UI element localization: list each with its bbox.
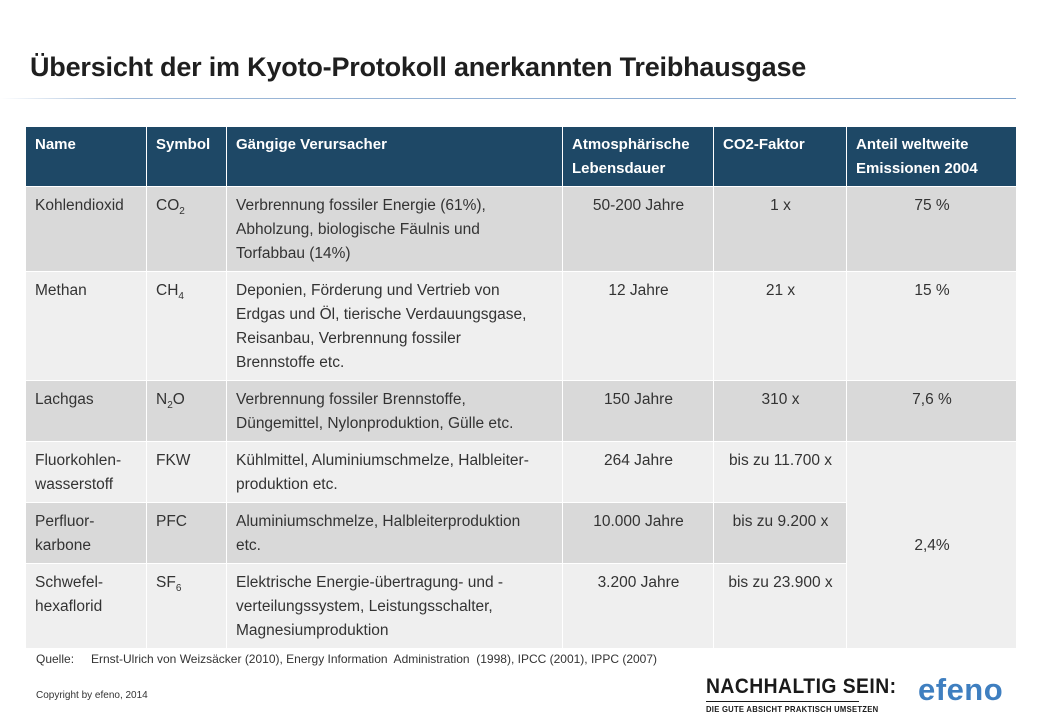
gas-name: Methan: [25, 271, 147, 381]
gas-emission-share-merged: 2,4%: [846, 441, 1017, 649]
table-row: Perfluor-karbone PFC Aluminiumschmelze, …: [25, 502, 1017, 564]
source-label: Quelle:: [36, 652, 75, 666]
gas-symbol: PFC: [146, 502, 227, 564]
gas-sources: Kühlmittel, Aluminiumschmelze, Halbleite…: [226, 441, 563, 503]
gas-lifetime: 150 Jahre: [562, 380, 714, 442]
source-text: Ernst-Ulrich von Weizsäcker (2010), Ener…: [91, 652, 658, 666]
gas-name: Fluorkohlen-wasserstoff: [25, 441, 147, 503]
gas-co2-factor: 1 x: [713, 186, 847, 272]
copyright-notice: Copyright by efeno, 2014: [36, 690, 148, 701]
gas-symbol: CH4: [146, 271, 227, 381]
header-lifetime: Atmosphärische Lebensdauer: [562, 126, 714, 187]
gas-emission-share: 7,6 %: [846, 380, 1017, 442]
gas-symbol: FKW: [146, 441, 227, 503]
gas-co2-factor: 310 x: [713, 380, 847, 442]
gas-sources: Deponien, Förderung und Vertrieb von Erdg…: [226, 271, 563, 381]
gas-lifetime: 50-200 Jahre: [562, 186, 714, 272]
header-share: Anteil weltweite Emissionen 2004: [846, 126, 1017, 187]
gas-symbol: SF6: [146, 563, 227, 649]
table-row: Lachgas N2O Verbrennung fossiler Brennst…: [25, 380, 1017, 442]
greenhouse-gas-table: Name Symbol Gängige Verursacher Atmosphä…: [25, 126, 1017, 649]
gas-symbol: CO2: [146, 186, 227, 272]
slogan-subline: DIE GUTE ABSICHT PRAKTISCH UMSETZEN: [706, 701, 878, 714]
gas-lifetime: 3.200 Jahre: [562, 563, 714, 649]
efeno-logo: efeno: [918, 672, 1004, 707]
table-row: Methan CH4 Deponien, Förderung und Vertr…: [25, 271, 1017, 381]
table-row: Schwefel-hexaflorid SF6 Elektrische Ener…: [25, 563, 1017, 649]
gas-sources: Aluminiumschmelze, Halbleiterproduktion e…: [226, 502, 563, 564]
gas-sources: Elektrische Energie-übertragung- und - ve…: [226, 563, 563, 649]
title-divider: [0, 98, 1016, 99]
table-header-row: Name Symbol Gängige Verursacher Atmosphä…: [25, 126, 1017, 187]
gas-symbol: N2O: [146, 380, 227, 442]
header-sources: Gängige Verursacher: [226, 126, 563, 187]
gas-name: Kohlendioxid: [25, 186, 147, 272]
gas-lifetime: 264 Jahre: [562, 441, 714, 503]
gas-co2-factor: 21 x: [713, 271, 847, 381]
gas-name: Lachgas: [25, 380, 147, 442]
source-citation: Quelle: Ernst-Ulrich von Weizsäcker (2010…: [36, 652, 657, 666]
gas-lifetime: 12 Jahre: [562, 271, 714, 381]
gas-sources: Verbrennung fossiler Brennstoffe, Düngemi…: [226, 380, 563, 442]
gas-co2-factor: bis zu 9.200 x: [713, 502, 847, 564]
gas-emission-share: 75 %: [846, 186, 1017, 272]
gas-name: Perfluor-karbone: [25, 502, 147, 564]
header-co2-factor: CO2-Faktor: [713, 126, 847, 187]
table-row: Kohlendioxid CO2 Verbrennung fossiler En…: [25, 186, 1017, 272]
slogan-headline: NACHHALTIG SEIN:: [706, 675, 897, 698]
gas-co2-factor: bis zu 23.900 x: [713, 563, 847, 649]
gas-name: Schwefel-hexaflorid: [25, 563, 147, 649]
gas-lifetime: 10.000 Jahre: [562, 502, 714, 564]
gas-emission-share: 15 %: [846, 271, 1017, 381]
slogan-block: NACHHALTIG SEIN: DIE GUTE ABSICHT PRAKTI…: [706, 675, 897, 714]
header-symbol: Symbol: [146, 126, 227, 187]
page-title: Übersicht der im Kyoto-Protokoll anerkan…: [30, 52, 807, 82]
gas-co2-factor: bis zu 11.700 x: [713, 441, 847, 503]
table-row: Fluorkohlen-wasserstoff FKW Kühlmittel, …: [25, 441, 1017, 649]
header-name: Name: [25, 126, 147, 187]
gas-sources: Verbrennung fossiler Energie (61%), Abhol…: [226, 186, 563, 272]
